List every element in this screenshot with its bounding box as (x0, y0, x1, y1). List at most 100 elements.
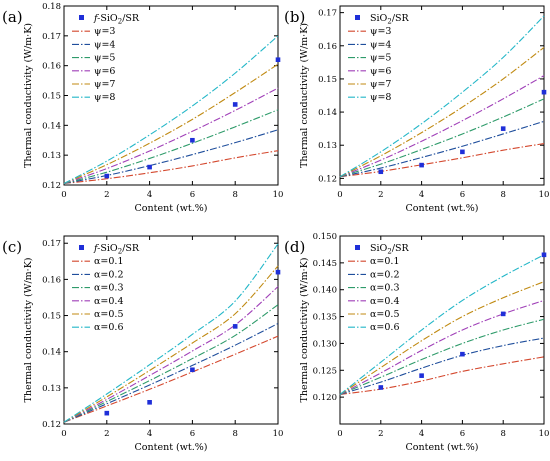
legend-marker-symbol (355, 245, 360, 250)
y-tick-label: 0.15 (318, 75, 337, 85)
data-marker (541, 89, 547, 95)
x-tick-label: 2 (104, 190, 109, 200)
y-axis-label: Thermal conductivity (W/m·K) (23, 258, 34, 403)
data-marker (419, 162, 424, 168)
series-line (63, 150, 279, 185)
legend-marker-prefix: f- (93, 243, 100, 254)
y-tick-label: 0.15 (42, 312, 61, 322)
series-line (339, 318, 545, 395)
legend: SiO2/SRψ=3 ψ=4 ψ=5 ψ=6 ψ=7 ψ=8 (348, 13, 410, 103)
legend-label: α=0.6 (94, 322, 123, 333)
legend-label: α=0.3 (94, 283, 123, 294)
panel-b: (b) 0 2 4 6 8 10 0.12 0.13 0.14 0.15 0.16 0.17 Conten… (284, 5, 550, 214)
series-line (339, 120, 545, 178)
x-axis-label: Content (wt.%) (135, 203, 208, 214)
x-tick-label: 8 (232, 429, 237, 439)
data-marker (541, 252, 547, 258)
plot-frame (63, 235, 279, 425)
legend-marker-symbol (355, 15, 360, 20)
legend-label: α=0.5 (94, 309, 123, 320)
series-line (63, 335, 279, 423)
series-line (63, 109, 279, 185)
legend-label: ψ=7 (370, 79, 391, 90)
y-tick-label: 0.14 (318, 108, 337, 118)
legend-label: α=0.4 (94, 296, 123, 307)
data-marker (460, 351, 465, 357)
y-tick-label: 0.16 (318, 42, 337, 52)
series-line (339, 254, 545, 395)
x-tick-label: 0 (61, 190, 66, 200)
legend-marker-name: SiO (370, 243, 388, 254)
y-tick-label: 0.145 (313, 259, 337, 269)
y-tick-label: 0.12 (42, 181, 61, 191)
series-line (63, 35, 279, 184)
data-marker (419, 373, 424, 378)
y-tick-label: 0.12 (42, 420, 61, 430)
legend-label: ψ=5 (94, 53, 115, 64)
legend-label: ψ=7 (94, 79, 115, 90)
series-line (339, 356, 545, 396)
x-axis-label: Content (wt.%) (406, 203, 479, 214)
x-tick-label: 10 (273, 429, 284, 439)
series-line (63, 129, 279, 185)
panel-c: (c) 0 2 4 6 8 10 0.12 0.13 0.14 0.15 0.16 0.17 Conten… (2, 235, 284, 453)
legend-marker-symbol (79, 245, 84, 250)
data-marker (378, 385, 384, 390)
y-tick-label: 0.13 (42, 151, 61, 161)
legend-marker-suffix: /SR (122, 243, 140, 254)
legend-label: α=0.5 (370, 309, 399, 320)
x-axis-label: Content (wt.%) (406, 442, 479, 453)
series-line (339, 98, 545, 178)
x-tick-label: 6 (460, 190, 465, 200)
x-tick-label: 8 (232, 190, 237, 200)
series-line (63, 323, 279, 423)
panel-label: (a) (2, 8, 23, 26)
panel-label: (b) (284, 8, 305, 26)
y-tick-label: 0.125 (313, 366, 337, 376)
legend-label: ψ=4 (94, 39, 115, 50)
series-line (339, 143, 545, 178)
legend-marker-name: SiO (370, 13, 388, 24)
data-marker (104, 173, 110, 179)
legend-marker-suffix: /SR (122, 13, 140, 24)
legend-marker-label: f-SiO2/SR (93, 243, 140, 256)
x-tick-label: 10 (539, 429, 550, 439)
panel-a: (a) 0 2 4 6 8 10 0.12 0.13 0.14 0.15 0.16 0.17 0.18 Co… (2, 2, 283, 214)
legend-label: α=0.2 (370, 269, 399, 280)
legend-marker-subscript: 2 (387, 248, 391, 256)
legend-marker-subscript: 2 (118, 18, 122, 26)
x-tick-label: 2 (378, 190, 383, 200)
y-tick-label: 0.120 (313, 393, 337, 403)
legend-label: ψ=8 (94, 92, 115, 103)
y-tick-label: 0.13 (318, 141, 337, 151)
series-line (339, 299, 545, 395)
series-line (63, 286, 279, 423)
y-tick-label: 0.15 (42, 92, 61, 102)
legend-label: ψ=6 (94, 66, 115, 77)
series-line (339, 337, 545, 395)
legend-label: ψ=5 (370, 53, 391, 64)
x-tick-label: 10 (539, 190, 550, 200)
y-tick-label: 0.14 (42, 348, 61, 358)
legend: SiO2/SRα=0.1α=0.2α=0.3α=0.4α=0.5α=0.6 (348, 243, 410, 333)
data-marker (275, 57, 281, 62)
legend-marker-suffix: /SR (392, 13, 410, 24)
data-marker (500, 311, 506, 317)
x-tick-label: 4 (147, 190, 152, 200)
y-tick-label: 0.13 (42, 384, 61, 394)
y-tick-label: 0.150 (313, 232, 337, 242)
x-tick-label: 0 (337, 190, 342, 200)
legend-label: ψ=6 (370, 66, 391, 77)
x-tick-label: 10 (273, 190, 284, 200)
x-tick-label: 6 (460, 429, 465, 439)
series-line (63, 87, 279, 185)
series-line (339, 75, 545, 178)
x-tick-label: 6 (190, 190, 195, 200)
data-marker (147, 400, 152, 405)
y-tick-label: 0.17 (318, 9, 337, 19)
data-marker (500, 126, 506, 131)
legend-marker-name: SiO (100, 13, 118, 24)
data-marker (190, 137, 195, 143)
legend-label: ψ=4 (370, 39, 391, 50)
